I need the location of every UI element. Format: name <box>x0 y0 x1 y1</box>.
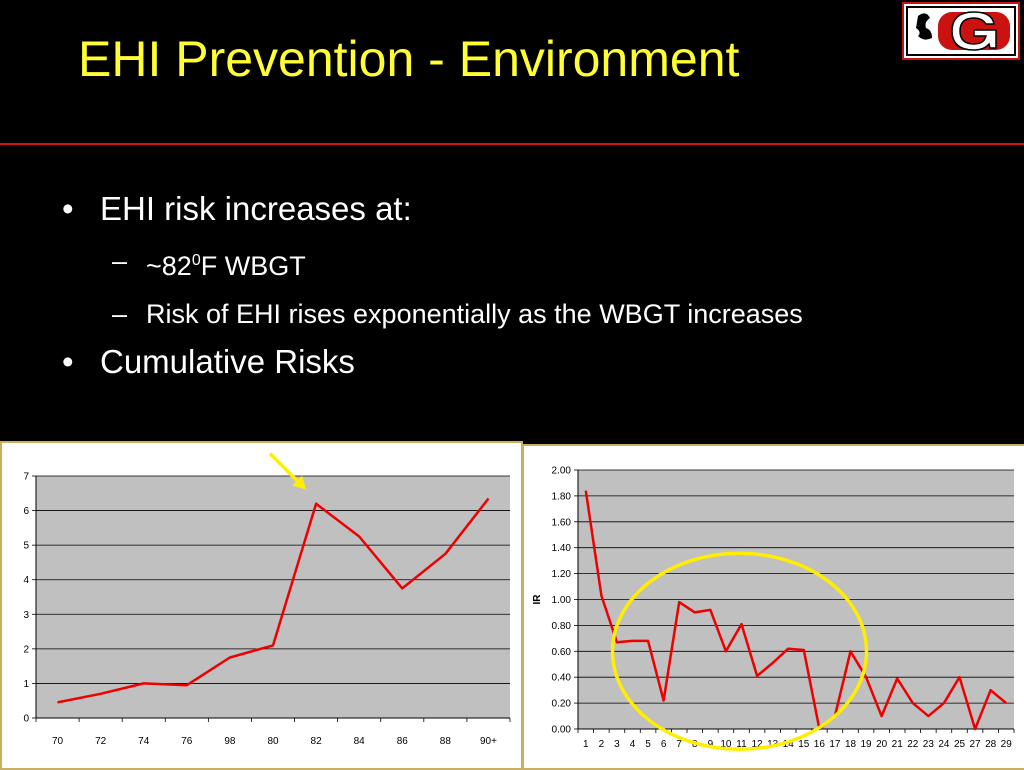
y-tick-label: 0.20 <box>552 699 572 710</box>
x-tick-label: 84 <box>354 736 366 747</box>
sub-bullet-text: Risk of EHI rises exponentially as the W… <box>146 295 846 333</box>
y-tick-label: 0.40 <box>552 673 572 684</box>
bullet-list: • EHI risk increases at: – ~820F WBGT – … <box>62 190 962 395</box>
y-axis-title: IR <box>532 594 543 605</box>
x-tick-label: 80 <box>267 736 279 747</box>
y-tick-label: 0.60 <box>552 647 572 658</box>
x-tick-label: 90+ <box>480 736 497 747</box>
x-tick-label: 72 <box>95 736 107 747</box>
y-tick-label: 6 <box>23 506 29 517</box>
y-tick-label: 0.00 <box>552 725 572 736</box>
x-tick-label: 25 <box>954 739 966 750</box>
wbgt-risk-chart-svg: 0 1 2 3 4 5 6 7 70 72 74 76 98 80 82 84 86 88 90+ <box>2 443 521 768</box>
x-tick-label: 82 <box>311 736 323 747</box>
x-tick-label: 98 <box>224 736 236 747</box>
x-tick-label: 1 <box>583 739 589 750</box>
y-tick-label: 2.00 <box>552 466 572 477</box>
wbgt-risk-chart: 0 1 2 3 4 5 6 7 70 72 74 76 98 80 82 84 86 88 90+ <box>0 441 523 770</box>
y-tick-label: 1.80 <box>552 491 572 502</box>
sub-bullet-suffix: F WBGT <box>201 251 306 281</box>
x-tick-label: 3 <box>614 739 620 750</box>
y-tick-label: 0 <box>23 714 29 725</box>
injury-rate-chart: 0.00 0.20 0.40 0.60 0.80 1.00 1.20 1.40 1.60 1.80… <box>522 444 1024 770</box>
x-tick-label: 16 <box>814 739 826 750</box>
y-tick-label: 1 <box>23 679 29 690</box>
dash-mark: – <box>112 295 146 333</box>
sub-bullet-superscript: 0 <box>192 252 201 269</box>
y-tick-label: 7 <box>23 472 29 483</box>
x-tick-label: 24 <box>938 739 950 750</box>
sub-bullet-text: ~820F WBGT <box>146 242 846 285</box>
x-tick-label: 74 <box>138 736 150 747</box>
x-tick-label: 15 <box>798 739 810 750</box>
x-tick-label: 22 <box>907 739 919 750</box>
bullet-item: • Cumulative Risks <box>62 343 962 381</box>
bullet-text: Cumulative Risks <box>100 343 355 381</box>
x-tick-label: 28 <box>985 739 997 750</box>
x-tick-label: 27 <box>970 739 982 750</box>
y-tick-label: 0.80 <box>552 621 572 632</box>
x-tick-label: 70 <box>52 736 64 747</box>
y-tick-label: 4 <box>23 575 29 586</box>
x-tick-label: 17 <box>829 739 841 750</box>
sub-bullet-item: – Risk of EHI rises exponentially as the… <box>112 295 962 333</box>
slide-title: EHI Prevention - Environment <box>78 30 739 88</box>
x-tick-label: 21 <box>892 739 904 750</box>
bullet-text: EHI risk increases at: <box>100 190 412 228</box>
bullet-item: • EHI risk increases at: <box>62 190 962 228</box>
y-tick-label: 1.40 <box>552 543 572 554</box>
georgia-g-logo <box>902 2 1020 60</box>
x-tick-label: 20 <box>876 739 888 750</box>
y-tick-label: 3 <box>23 610 29 621</box>
x-tick-label: 88 <box>440 736 452 747</box>
plot-area <box>36 476 510 718</box>
bullet-mark: • <box>62 343 100 381</box>
y-tick-label: 1.60 <box>552 517 572 528</box>
x-tick-label: 23 <box>923 739 935 750</box>
x-tick-label: 18 <box>845 739 857 750</box>
x-tick-label: 76 <box>181 736 193 747</box>
x-tick-label: 19 <box>861 739 873 750</box>
x-tick-label: 86 <box>397 736 409 747</box>
sub-bullet-prefix: ~82 <box>146 251 192 281</box>
x-tick-label: 2 <box>599 739 605 750</box>
y-tick-label: 2 <box>23 644 29 655</box>
y-tick-label: 5 <box>23 541 29 552</box>
x-tick-label: 6 <box>661 739 667 750</box>
x-tick-label: 4 <box>630 739 636 750</box>
x-tick-label: 5 <box>645 739 651 750</box>
sub-bullet-item: – ~820F WBGT <box>112 242 962 285</box>
bullet-mark: • <box>62 190 100 228</box>
dash-mark: – <box>112 242 146 285</box>
y-tick-label: 1.00 <box>552 595 572 606</box>
x-tick-label: 29 <box>1001 739 1013 750</box>
x-tick-label: 7 <box>676 739 682 750</box>
injury-rate-chart-svg: 0.00 0.20 0.40 0.60 0.80 1.00 1.20 1.40 1.60 1.80… <box>524 446 1024 768</box>
title-divider <box>0 143 1024 145</box>
y-tick-label: 1.20 <box>552 569 572 580</box>
